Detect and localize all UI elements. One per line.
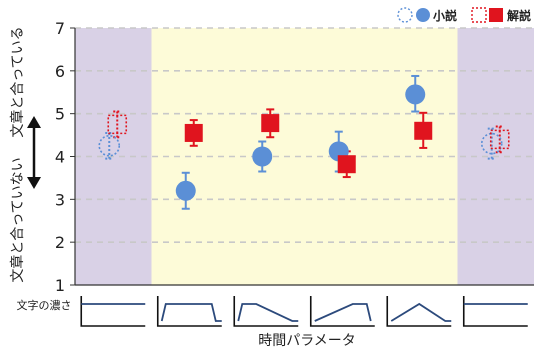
legend-commentary-icon — [489, 8, 503, 22]
x-axis-label: 時間パラメータ — [258, 333, 356, 349]
y-tick-label: 1 — [55, 276, 65, 295]
y-tick-label: 7 — [55, 19, 65, 38]
profile-curve — [390, 302, 452, 322]
legend-commentary-dashed-icon — [471, 7, 487, 23]
novel-point — [175, 180, 196, 201]
y-label-matches: 文章と合っている — [9, 26, 26, 137]
profile-frame — [462, 296, 528, 327]
profile-curve — [237, 303, 299, 322]
profile-curve — [160, 303, 222, 322]
profile-frame — [386, 296, 452, 327]
intensity-profiles: 文字の濃さ — [17, 296, 528, 327]
profile-frame — [233, 296, 299, 327]
profile-frame — [309, 296, 375, 327]
y-tick-label: 3 — [55, 190, 65, 209]
y-tick-label: 2 — [55, 233, 65, 252]
y-arrow-down-head — [27, 177, 41, 189]
legend-novel-label: 小説 — [433, 8, 457, 23]
novel-point — [405, 84, 426, 105]
profile-frame — [80, 296, 146, 327]
data-markers — [98, 84, 510, 201]
commentary-point-dashed — [107, 114, 128, 135]
novel-point-dashed — [98, 134, 121, 157]
commentary-point — [337, 155, 356, 174]
y-tick-label: 6 — [55, 62, 65, 81]
legend-novel-icon — [416, 8, 430, 22]
legend-commentary-label: 解説 — [507, 8, 531, 23]
commentary-point — [414, 121, 433, 140]
novel-point — [252, 146, 273, 167]
novel-point-dashed — [480, 132, 503, 155]
profile-frame — [156, 296, 222, 327]
legend: 小説 解説 — [397, 7, 531, 23]
y-tick-label: 5 — [55, 105, 65, 124]
y-tick-label: 4 — [55, 148, 65, 167]
y-arrow-up-head — [27, 116, 41, 128]
legend-novel-dashed-icon — [397, 7, 413, 23]
row-label: 文字の濃さ — [17, 298, 72, 312]
y-axis: 1 2 3 4 5 6 7 — [55, 19, 534, 295]
profile-curve — [314, 303, 372, 322]
commentary-point-dashed — [489, 129, 510, 150]
commentary-point — [261, 114, 280, 133]
y-label-not-matches: 文章と合っていない — [9, 157, 26, 282]
commentary-point — [184, 123, 203, 142]
